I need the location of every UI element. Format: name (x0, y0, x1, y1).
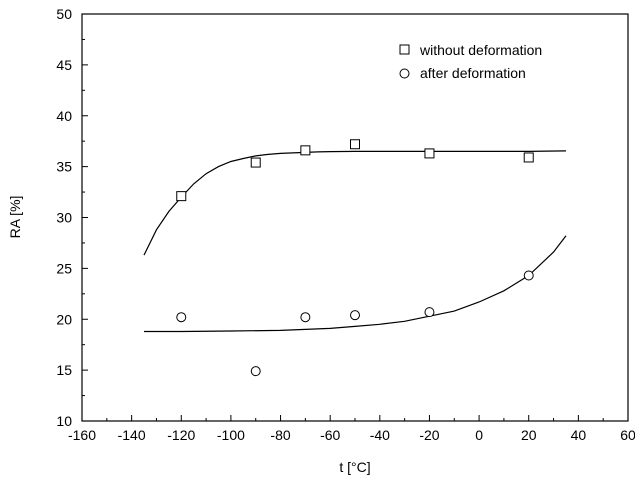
x-tick-label: 0 (475, 427, 483, 443)
legend: without deformation after deformation (399, 42, 542, 81)
data-point-square (424, 148, 435, 159)
data-point-circle (300, 312, 311, 323)
data-point-square (176, 191, 187, 202)
y-tick-label: 15 (56, 362, 72, 378)
data-point-square (350, 139, 360, 150)
y-axis-label: RA [%] (7, 196, 23, 239)
y-tick-label: 25 (56, 260, 72, 276)
x-tick-label: 60 (620, 427, 635, 443)
data-point-circle (176, 312, 187, 323)
x-tick-label: -60 (320, 427, 340, 443)
x-tick-label: -40 (370, 427, 390, 443)
legend-label-after-deformation: after deformation (420, 65, 526, 81)
legend-marker-square (399, 44, 410, 55)
x-tick-label: -160 (68, 427, 96, 443)
axis-ticks: -160 -140 -120 -100 -80 -60 -40 -20 0 20 40 60 10 15 2… (56, 6, 635, 443)
x-tick-label: 40 (571, 427, 587, 443)
y-tick-label: 40 (56, 108, 72, 124)
data-point-circle (424, 307, 435, 318)
x-tick-label: -140 (118, 427, 146, 443)
y-tick-label: 50 (56, 6, 72, 22)
x-axis-label: t [°C] (339, 459, 370, 475)
x-tick-label: -80 (270, 427, 290, 443)
legend-label-without-deformation: without deformation (419, 42, 542, 58)
data-point-circle (350, 310, 360, 321)
data-point-circle (523, 270, 534, 281)
y-tick-label: 10 (56, 413, 72, 429)
y-tick-label: 20 (56, 311, 72, 327)
x-tick-label: -20 (419, 427, 439, 443)
fit-curve-series-1 (144, 235, 567, 333)
x-tick-label: 20 (521, 427, 537, 443)
plot-frame (81, 13, 629, 422)
data-point-square (250, 157, 261, 168)
data-markers (176, 139, 534, 377)
data-point-square (300, 145, 311, 156)
data-point-circle (250, 366, 261, 377)
y-tick-label: 35 (56, 159, 72, 175)
data-point-square (523, 152, 534, 163)
x-tick-label: -100 (217, 427, 245, 443)
y-tick-label: 30 (56, 210, 72, 226)
x-tick-label: -120 (167, 427, 195, 443)
fit-curves (143, 150, 567, 333)
y-tick-label: 45 (56, 57, 72, 73)
legend-marker-circle (399, 68, 410, 79)
fit-curve-series-0 (143, 150, 567, 256)
